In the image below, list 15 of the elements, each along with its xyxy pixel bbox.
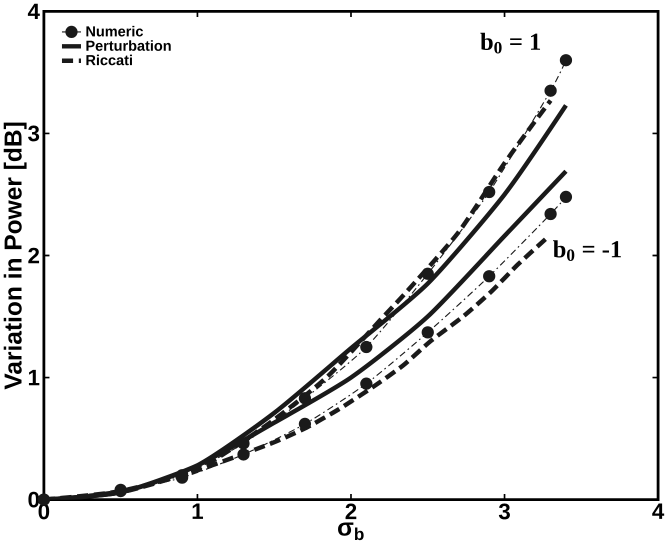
y-tick-label: 2 (28, 248, 40, 264)
y-tick-label: 4 (28, 4, 40, 20)
x-axis-title: σ$_{b}$ (338, 522, 364, 540)
y-tick-label: 1 (28, 370, 40, 386)
annotation: b$_{0}$ = -1 (553, 240, 621, 262)
y-tick-label: 3 (28, 126, 40, 142)
legend-label: Perturbation (86, 40, 171, 51)
annotation: b$_{0}$ = 1 (480, 32, 540, 54)
legend-label: Riccati (86, 54, 132, 66)
y-axis-title: Variation in Power [dB] (4, 122, 27, 390)
x-tick-label: 2 (346, 504, 356, 520)
x-tick-label: 1 (192, 504, 204, 519)
x-tick-label: 4 (652, 504, 664, 519)
legend-label: Numeric (86, 26, 144, 37)
x-tick-label: 3 (498, 504, 510, 520)
